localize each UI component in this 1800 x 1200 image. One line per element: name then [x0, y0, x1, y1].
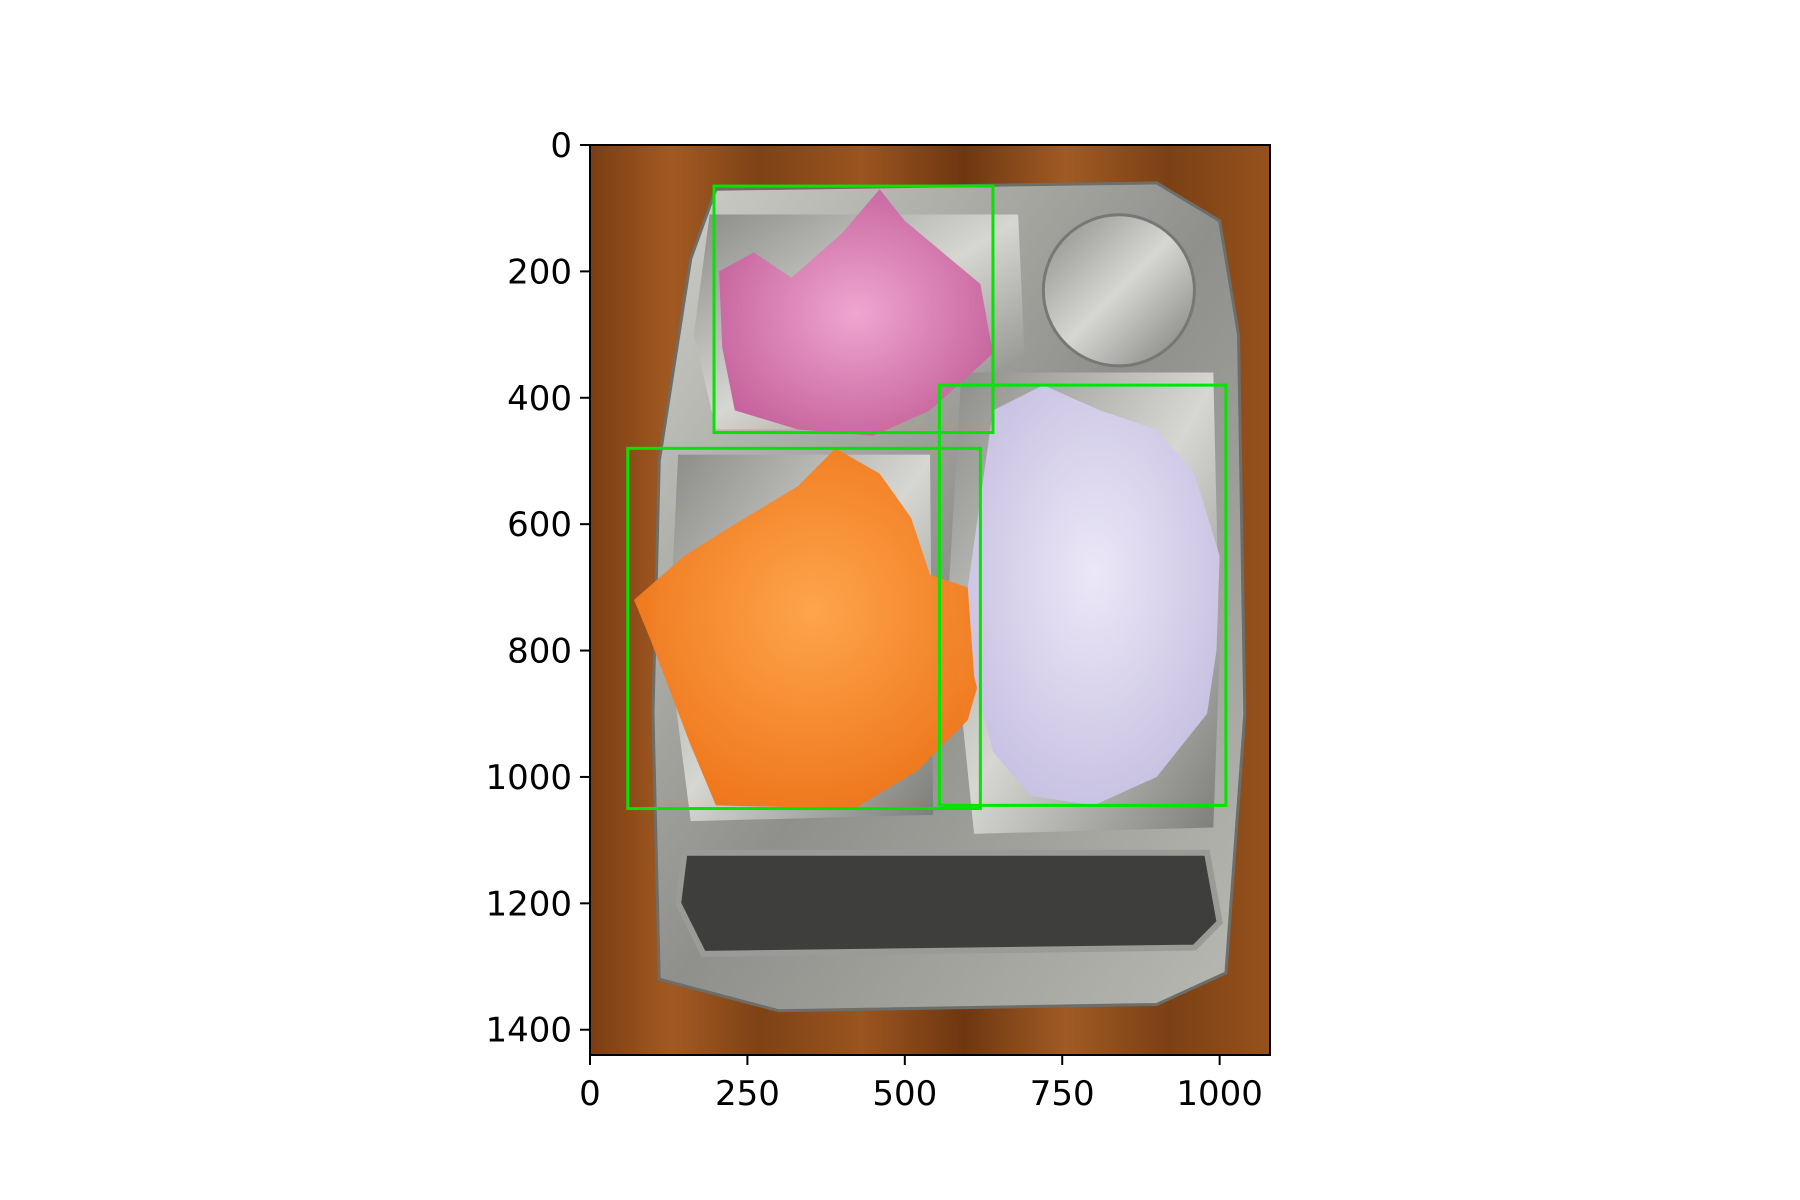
- y-tick-label: 600: [507, 505, 572, 545]
- axes-frame: [589, 144, 1271, 1056]
- y-axis-ticks: 0 200 400 600 800 1000 1200 1400: [485, 126, 590, 1051]
- photo: [590, 145, 1270, 1055]
- x-tick-label: 250: [715, 1074, 780, 1114]
- segmentation-mask-rice: [967, 385, 1220, 806]
- x-tick-label: 1000: [1176, 1074, 1263, 1114]
- y-tick-label: 1200: [485, 884, 572, 924]
- y-tick-label: 800: [507, 632, 572, 672]
- segmentation-mask-meat: [719, 189, 993, 436]
- y-tick-label: 0: [550, 126, 572, 166]
- bounding-box-2: [626, 446, 982, 811]
- bounding-boxes: [626, 184, 1228, 811]
- x-axis-ticks: 0 250 500 750 1000: [579, 1055, 1263, 1114]
- segmentation-mask-carrot: [634, 448, 993, 809]
- bounding-box-1: [712, 184, 995, 435]
- y-tick-label: 1000: [485, 758, 572, 798]
- y-tick-label: 1400: [485, 1011, 572, 1051]
- bounding-box-3: [937, 383, 1228, 807]
- tray-compartment-round: [1041, 213, 1196, 368]
- tray-compartment-bottom: [675, 849, 1223, 957]
- x-tick-label: 0: [579, 1074, 601, 1114]
- y-tick-label: 200: [507, 252, 572, 292]
- x-tick-label: 500: [872, 1074, 937, 1114]
- y-tick-label: 400: [507, 379, 572, 419]
- x-tick-label: 750: [1030, 1074, 1095, 1114]
